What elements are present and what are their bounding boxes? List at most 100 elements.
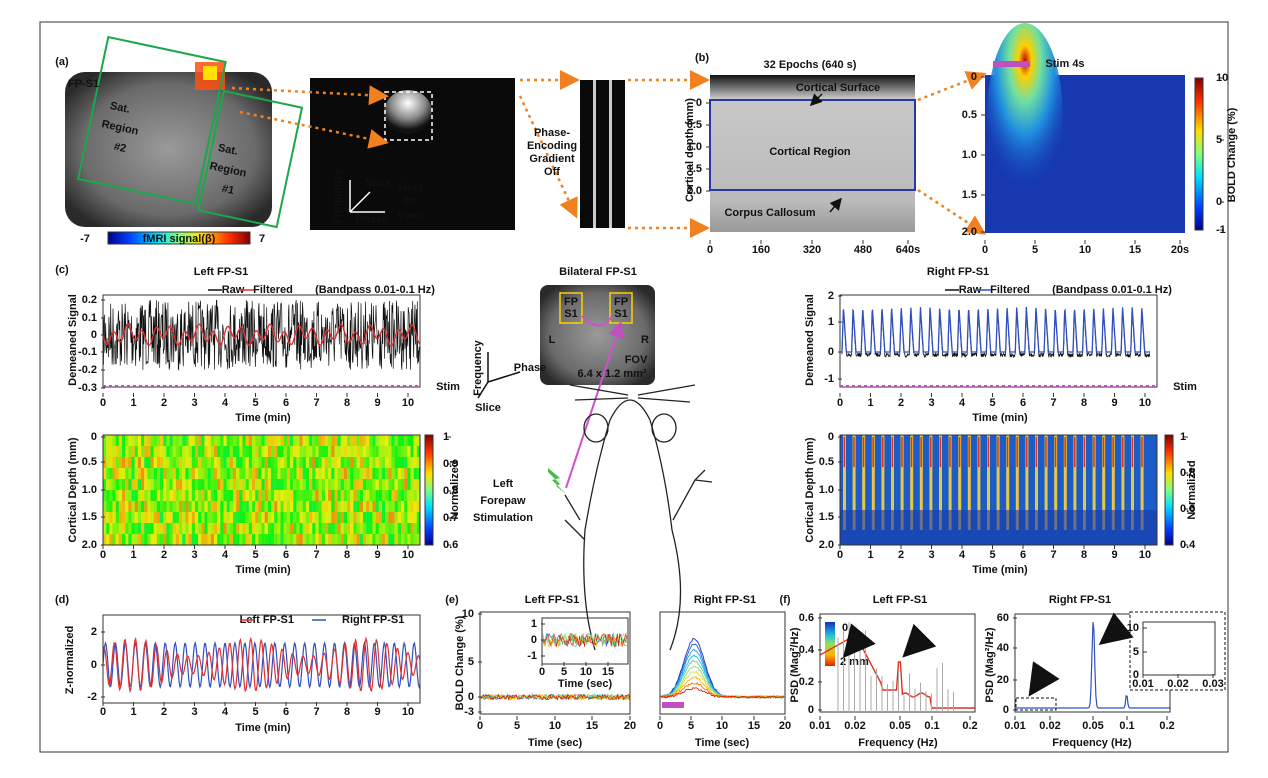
heat-cell — [182, 534, 186, 546]
heat-cell — [404, 501, 408, 513]
heat-cell — [191, 534, 196, 546]
heat-cell — [226, 512, 230, 524]
heat-cell — [232, 534, 237, 546]
heat-cell — [150, 457, 154, 469]
heat-cell — [381, 512, 386, 524]
heat-cell — [385, 512, 389, 524]
heat-cell — [163, 501, 167, 513]
heat-cell — [112, 435, 116, 447]
heat-cell — [232, 479, 237, 491]
heat-cell — [239, 534, 243, 546]
x-tick-label: 6 — [283, 706, 289, 718]
plot-area — [479, 611, 631, 715]
heatmap — [840, 435, 1157, 545]
heat-cell — [220, 479, 224, 491]
heat-cell — [302, 534, 307, 546]
heat-cell — [248, 501, 253, 513]
heat-cell — [293, 468, 297, 480]
heat-cell — [210, 446, 215, 458]
heat-stripe — [871, 435, 875, 530]
y-tick-label: 60 — [997, 612, 1009, 624]
heat-cell — [356, 457, 360, 469]
heat-cell — [198, 490, 202, 502]
heat-cell — [137, 501, 142, 513]
heat-cell — [286, 468, 291, 480]
heat-cell — [236, 435, 240, 447]
x-tick-label: 1 — [867, 397, 873, 409]
heat-cell — [280, 490, 284, 502]
heat-cell — [378, 512, 383, 524]
heat-cell — [248, 446, 253, 458]
heat-cell — [324, 512, 329, 524]
x-tick-label: 0.02 — [1167, 678, 1188, 690]
heat-cell — [340, 435, 345, 447]
heat-cell — [372, 523, 376, 535]
heat-cell — [397, 512, 402, 524]
heat-stripe — [900, 435, 904, 530]
heat-cell — [271, 490, 275, 502]
heat-cell — [413, 457, 417, 469]
heat-cell — [229, 446, 234, 458]
heat-cell — [359, 446, 364, 458]
heat-cell — [302, 435, 307, 447]
heat-cell — [223, 435, 227, 447]
x-tick-label: 160 — [752, 244, 770, 256]
heat-cell — [194, 534, 199, 546]
heat-stripe — [1025, 435, 1029, 530]
x-tick-label: 6 — [283, 397, 289, 409]
heat-cell — [347, 468, 351, 480]
label: Frequency (Hz) — [1052, 737, 1132, 749]
y-tick-label: -0.2 — [78, 364, 97, 376]
heat-cell — [134, 512, 138, 524]
heat-cell — [141, 534, 145, 546]
heat-stripe — [958, 437, 961, 467]
heat-cell — [160, 512, 164, 524]
heat-cell — [397, 490, 402, 502]
trace — [102, 323, 421, 347]
panel-label: (e) — [445, 594, 459, 606]
heat-cell — [248, 523, 253, 535]
legend-label: Filtered — [990, 284, 1030, 296]
stripe — [609, 80, 612, 228]
heat-cell — [331, 435, 335, 447]
heat-cell — [318, 490, 322, 502]
heat-cell — [179, 446, 183, 458]
heat-cell — [318, 501, 322, 513]
heat-cell — [175, 446, 180, 458]
heat-cell — [375, 457, 379, 469]
heat-cell — [147, 457, 151, 469]
y-tick-label: 1 — [828, 316, 834, 328]
heat-cell — [134, 490, 138, 502]
heat-cell — [381, 490, 386, 502]
heat-cell — [271, 523, 275, 535]
heat-cell — [271, 501, 275, 513]
heat-cell — [416, 468, 421, 480]
heat-cell — [131, 479, 135, 491]
y-tick-label: 0 — [808, 704, 814, 716]
heat-cell — [391, 446, 395, 458]
x-tick-label: 20 — [624, 720, 636, 732]
heat-cell — [175, 479, 180, 491]
heat-stripe — [949, 437, 951, 467]
heat-cell — [321, 523, 326, 535]
heat-cell — [258, 512, 262, 524]
heat-cell — [343, 435, 348, 447]
heat-cell — [242, 512, 246, 524]
heat-cell — [321, 457, 326, 469]
x-tick-label: 4 — [959, 549, 966, 561]
heat-cell — [343, 523, 348, 535]
x-tick-label: 8 — [344, 549, 350, 561]
heat-cell — [210, 512, 215, 524]
heat-cell — [153, 501, 158, 513]
x-tick-label: 0 — [539, 666, 545, 678]
heat-cell — [315, 501, 319, 513]
x-tick-label: 0.01 — [1004, 720, 1025, 732]
heat-cell — [388, 435, 392, 447]
heat-cell — [353, 523, 357, 535]
heat-cell — [337, 446, 341, 458]
heat-cell — [223, 501, 227, 513]
y-tick-label: 2.0 — [819, 539, 834, 551]
heat-cell — [201, 479, 205, 491]
heat-stripe — [1016, 437, 1018, 467]
heat-cell — [156, 457, 161, 469]
